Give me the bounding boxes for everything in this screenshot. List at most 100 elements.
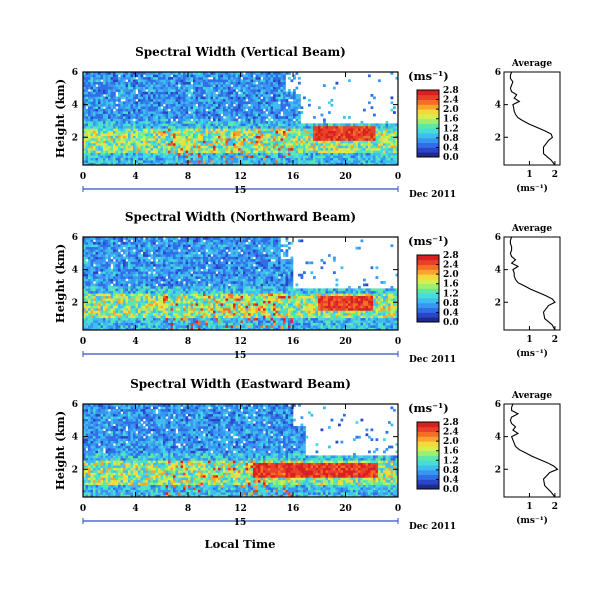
heatmap-cell	[253, 155, 256, 158]
heatmap-cell	[165, 86, 169, 90]
heatmap-cell	[90, 320, 94, 323]
heatmap-cell	[280, 133, 284, 136]
heatmap-cell	[390, 138, 394, 141]
heatmap-cell	[393, 130, 396, 134]
heatmap-cell	[298, 133, 301, 136]
heatmap-cell	[185, 133, 189, 136]
heatmap-cell	[133, 98, 136, 102]
heatmap-cell	[338, 142, 341, 146]
heatmap-cell	[263, 91, 266, 95]
heatmap-cell	[333, 125, 336, 129]
heatmap-cell	[160, 140, 164, 144]
heatmap-cell	[138, 259, 141, 262]
heatmap-cell	[295, 157, 299, 161]
heatmap-cell	[230, 150, 234, 154]
heatmap-cell	[298, 118, 301, 122]
heatmap-cell	[293, 98, 296, 102]
heatmap-cell	[263, 130, 266, 134]
heatmap-cell	[205, 91, 209, 95]
heatmap-cell	[133, 113, 136, 117]
heatmap-cell	[85, 150, 89, 154]
heatmap-cell	[260, 118, 264, 122]
heatmap-cell	[135, 81, 139, 85]
heatmap-cell	[165, 74, 169, 78]
heatmap-cell	[318, 152, 321, 156]
heatmap-cell	[223, 125, 226, 129]
heatmap-cell	[128, 307, 131, 311]
heatmap-cell	[113, 72, 116, 75]
heatmap-cell	[183, 103, 186, 107]
heatmap-cell	[168, 138, 171, 141]
heatmap-cell	[375, 160, 379, 163]
heatmap-cell	[83, 72, 86, 75]
heatmap-cell	[190, 86, 194, 90]
heatmap-cell	[238, 103, 241, 107]
heatmap-cell	[93, 91, 96, 95]
heatmap-cell	[235, 86, 239, 90]
heatmap-cell	[393, 140, 396, 144]
heatmap-cell	[120, 317, 124, 321]
heatmap-cell	[238, 130, 241, 134]
heatmap-cell	[90, 150, 94, 154]
heatmap-cell	[115, 300, 119, 304]
heatmap-cell	[128, 118, 131, 122]
heatmap-cell	[145, 120, 149, 124]
heatmap-cell	[83, 317, 86, 321]
heatmap-cell	[173, 145, 176, 149]
heatmap-cell	[90, 303, 94, 306]
heatmap-cell	[318, 147, 321, 151]
heatmap-cell	[308, 160, 311, 163]
heatmap-cell	[143, 155, 146, 158]
heatmap-cell	[318, 160, 321, 163]
heatmap-cell	[253, 108, 256, 112]
heatmap-cell	[133, 130, 136, 134]
heatmap-cell	[273, 125, 276, 129]
heatmap-cell	[123, 281, 126, 284]
heatmap-cell	[358, 157, 361, 161]
heatmap-cell	[130, 130, 134, 134]
heatmap-cell	[118, 140, 121, 144]
heatmap-cell	[260, 101, 264, 105]
heatmap-cell	[183, 98, 186, 102]
heatmap-cell	[318, 142, 321, 146]
heatmap-cell	[188, 135, 191, 139]
heatmap-cell	[363, 147, 366, 151]
heatmap-cell	[320, 155, 324, 158]
heatmap-cell	[195, 152, 199, 156]
heatmap-cell	[185, 116, 189, 119]
heatmap-cell	[265, 98, 269, 102]
heatmap-cell	[105, 249, 109, 252]
heatmap-cell	[125, 276, 129, 279]
heatmap-cell	[280, 72, 284, 75]
heatmap-cell	[120, 157, 124, 161]
heatmap-cell	[278, 72, 281, 75]
heatmap-cell	[190, 150, 194, 154]
heatmap-cell	[95, 145, 99, 149]
heatmap-cell	[170, 98, 174, 102]
heatmap-cell	[160, 147, 164, 151]
heatmap-cell	[233, 106, 236, 110]
heatmap-cell	[290, 79, 294, 83]
heatmap-cell	[243, 147, 246, 151]
heatmap-cell	[205, 74, 209, 78]
heatmap-cell	[115, 303, 119, 306]
heatmap-cell	[105, 133, 109, 136]
heatmap-cell	[343, 130, 346, 134]
heatmap-cell	[88, 278, 91, 282]
heatmap-cell	[133, 241, 136, 245]
heatmap-cell	[133, 123, 136, 127]
heatmap-cell	[253, 86, 256, 90]
heatmap-cell	[170, 91, 174, 95]
heatmap-cell	[100, 261, 104, 265]
heatmap-cell	[120, 241, 124, 245]
heatmap-cell	[188, 118, 191, 122]
heatmap-cell	[273, 118, 276, 122]
heatmap-cell	[273, 101, 276, 105]
heatmap-cell	[103, 300, 106, 304]
heatmap-cell	[325, 125, 329, 129]
heatmap-cell	[340, 133, 344, 136]
heatmap-cell	[235, 142, 239, 146]
heatmap-cell	[120, 150, 124, 154]
heatmap-cell	[260, 113, 264, 117]
heatmap-cell	[138, 285, 141, 289]
